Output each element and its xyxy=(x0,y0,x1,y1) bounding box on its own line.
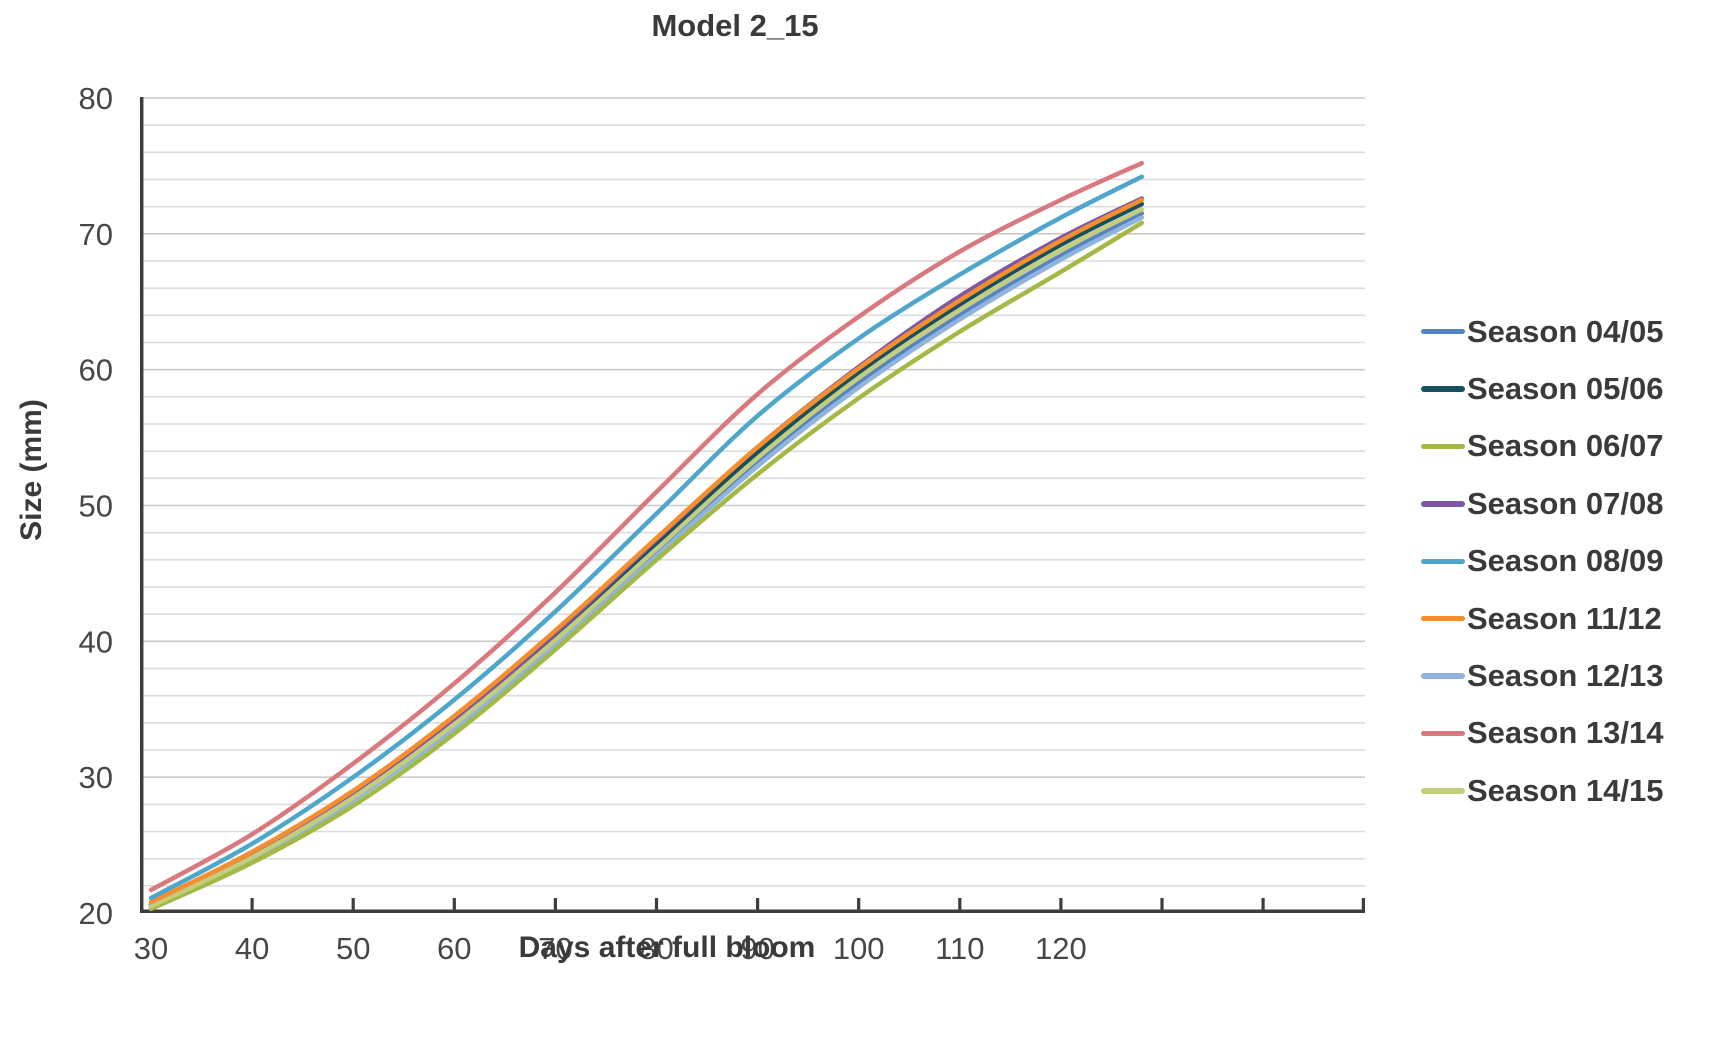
legend-item-season-12-13: Season 12/13 xyxy=(1421,647,1663,704)
legend-swatch-season-06-07 xyxy=(1421,443,1465,450)
series-line-season-12-13 xyxy=(148,215,1145,910)
y-tick-label: 50 xyxy=(79,489,113,524)
legend-swatch-season-07-08 xyxy=(1421,501,1465,507)
x-tick-label: 110 xyxy=(935,931,984,966)
y-tick-label: 70 xyxy=(79,217,113,252)
legend-swatch-season-04-05 xyxy=(1421,328,1465,335)
legend-label-season-05-06: Season 05/06 xyxy=(1467,371,1664,407)
series-line-season-07-08 xyxy=(148,196,1145,908)
series-line-season-13-14 xyxy=(148,160,1145,893)
legend-item-season-08-09: Season 08/09 xyxy=(1421,533,1663,590)
legend-item-season-11-12: Season 11/12 xyxy=(1421,590,1663,647)
y-tick-label: 20 xyxy=(79,896,113,931)
legend-swatch-season-08-09 xyxy=(1421,558,1465,564)
chart-legend: Season 04/05 Season 05/06 Season 06/07 Seas… xyxy=(1421,303,1663,820)
x-axis-title: Days after full bloom xyxy=(518,931,816,964)
legend-item-season-14-15: Season 14/15 xyxy=(1421,762,1663,819)
x-tick-label: 70 xyxy=(538,931,572,966)
legend-item-season-07-08: Season 07/08 xyxy=(1421,475,1663,532)
x-tick-label: 30 xyxy=(134,931,168,966)
legend-swatch-season-14-15 xyxy=(1421,788,1465,794)
y-axis-title: Size (mm) xyxy=(15,399,48,541)
x-tick-label: 120 xyxy=(1035,931,1087,966)
y-tick-label: 40 xyxy=(79,624,113,659)
legend-item-season-04-05: Season 04/05 xyxy=(1421,303,1663,360)
series-line-season-14-15 xyxy=(148,207,1145,909)
y-tick-label: 30 xyxy=(79,760,113,795)
legend-item-season-05-06: Season 05/06 xyxy=(1421,360,1663,417)
x-tick-label: 50 xyxy=(336,931,370,966)
legend-label-season-14-15: Season 14/15 xyxy=(1467,772,1664,808)
legend-label-season-07-08: Season 07/08 xyxy=(1467,485,1664,521)
legend-swatch-season-11-12 xyxy=(1421,615,1465,622)
y-tick-label: 80 xyxy=(79,81,113,116)
legend-item-season-13-14: Season 13/14 xyxy=(1421,705,1663,762)
chart-title: Model 2_15 xyxy=(651,8,819,43)
legend-label-season-13-14: Season 13/14 xyxy=(1467,715,1664,751)
legend-swatch-season-05-06 xyxy=(1421,386,1465,392)
x-tick-label: 80 xyxy=(639,931,673,966)
legend-label-season-11-12: Season 11/12 xyxy=(1467,600,1662,636)
legend-item-season-06-07: Season 06/07 xyxy=(1421,418,1663,475)
legend-swatch-season-12-13 xyxy=(1421,673,1465,679)
legend-label-season-08-09: Season 08/09 xyxy=(1467,543,1664,579)
series-line-season-11-12 xyxy=(148,197,1145,905)
legend-label-season-06-07: Season 06/07 xyxy=(1467,428,1664,464)
series-line-season-06-07 xyxy=(148,220,1145,912)
legend-swatch-season-13-14 xyxy=(1421,730,1465,737)
legend-label-season-12-13: Season 12/13 xyxy=(1467,658,1664,694)
series-line-season-08-09 xyxy=(148,174,1145,901)
x-tick-label: 40 xyxy=(235,931,269,966)
x-tick-label: 100 xyxy=(833,931,885,966)
x-tick-label: 90 xyxy=(740,931,774,966)
y-tick-label: 60 xyxy=(79,353,113,388)
x-tick-label: 60 xyxy=(437,931,471,966)
legend-label-season-04-05: Season 04/05 xyxy=(1467,313,1664,349)
